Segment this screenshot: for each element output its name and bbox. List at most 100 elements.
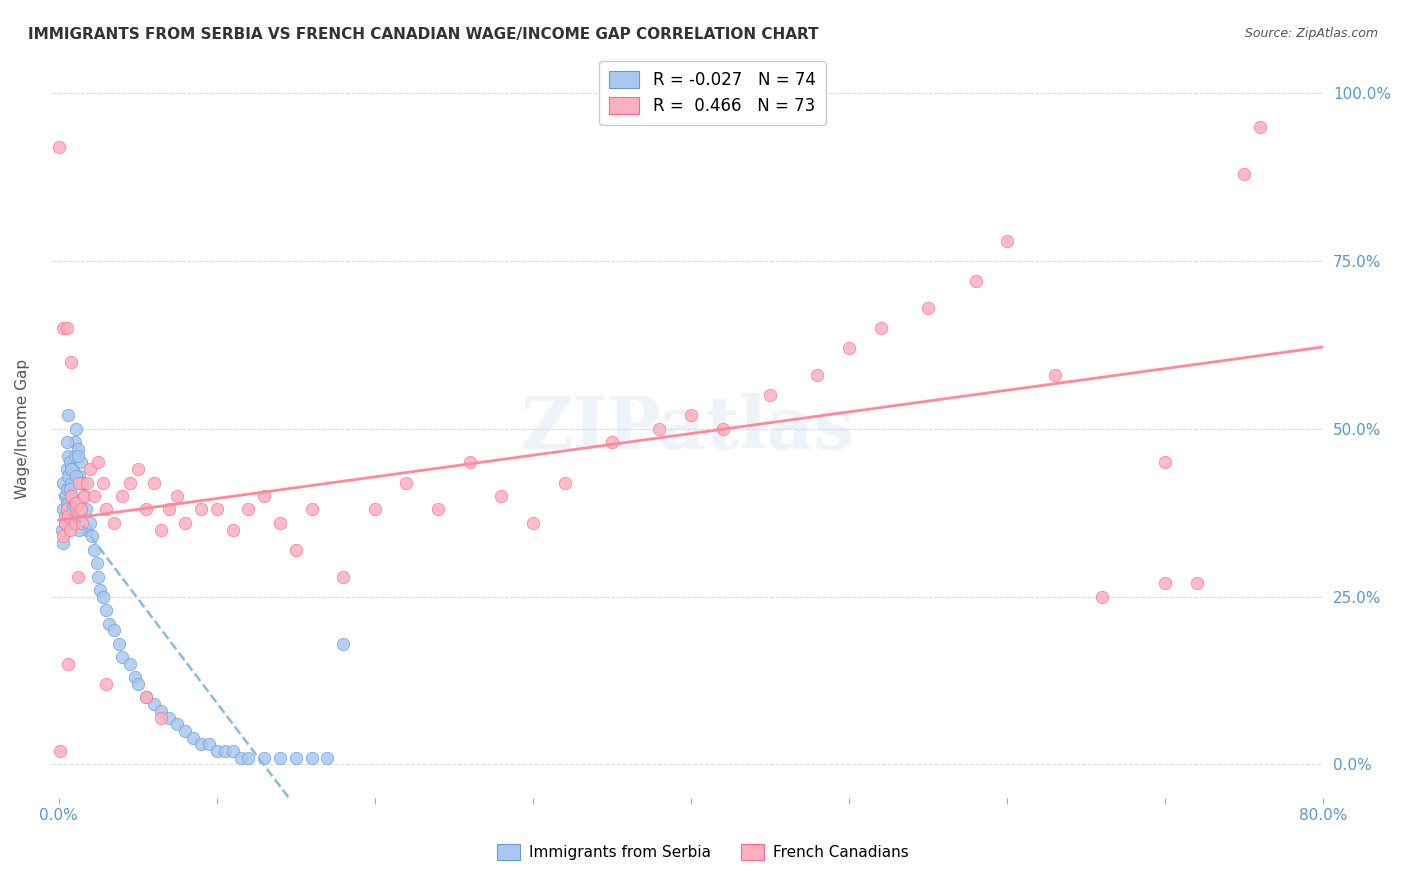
Point [76, 475, 98, 490]
Point [55, 321, 77, 335]
Point [316, 751, 339, 765]
Point [118, 657, 141, 671]
Point [142, 697, 165, 711]
Point [103, 624, 125, 638]
Point [66, 569, 89, 583]
Legend: Immigrants from Serbia, French Canadians: Immigrants from Serbia, French Canadians [491, 838, 915, 866]
Point [63, 516, 86, 530]
Point [70, 502, 93, 516]
Point [73, 489, 96, 503]
Point [1154, 455, 1177, 469]
Point [238, 751, 260, 765]
Point [96, 603, 118, 617]
Point [72, 475, 94, 490]
Point [65, 468, 87, 483]
Point [301, 502, 323, 516]
Point [59, 455, 82, 469]
Point [60, 489, 83, 503]
Text: ZIPatlas: ZIPatlas [520, 393, 853, 465]
Point [52, 502, 75, 516]
Point [111, 650, 134, 665]
Point [52, 529, 75, 543]
Point [965, 274, 987, 288]
Point [63, 435, 86, 450]
Point [364, 502, 387, 516]
Point [284, 542, 307, 557]
Point [111, 489, 134, 503]
Point [229, 751, 252, 765]
Point [142, 475, 165, 490]
Point [1185, 576, 1208, 591]
Legend: R = -0.027   N = 74, R =  0.466   N = 73: R = -0.027 N = 74, R = 0.466 N = 73 [599, 61, 825, 125]
Point [87, 455, 110, 469]
Point [301, 751, 323, 765]
Point [55, 482, 77, 496]
Point [174, 723, 197, 738]
Point [66, 442, 89, 456]
Point [87, 569, 110, 583]
Point [679, 409, 702, 423]
Point [66, 449, 89, 463]
Point [96, 502, 118, 516]
Point [53, 516, 76, 530]
Point [51, 523, 73, 537]
Point [284, 751, 307, 765]
Point [150, 710, 173, 724]
Point [98, 616, 121, 631]
Text: Source: ZipAtlas.com: Source: ZipAtlas.com [1244, 27, 1378, 40]
Point [269, 751, 291, 765]
Point [118, 475, 141, 490]
Point [600, 435, 623, 450]
Point [332, 637, 354, 651]
Point [157, 502, 180, 516]
Point [269, 516, 291, 530]
Point [52, 475, 75, 490]
Point [79, 516, 101, 530]
Point [62, 462, 84, 476]
Point [58, 509, 80, 524]
Point [91, 590, 114, 604]
Point [711, 422, 734, 436]
Point [62, 509, 84, 524]
Point [157, 710, 180, 724]
Point [554, 475, 576, 490]
Point [60, 462, 83, 476]
Point [55, 502, 77, 516]
Point [58, 516, 80, 530]
Point [52, 536, 75, 550]
Point [70, 502, 93, 516]
Point [91, 475, 114, 490]
Point [53, 516, 76, 530]
Point [135, 690, 157, 705]
Point [67, 468, 90, 483]
Point [55, 435, 77, 450]
Point [253, 751, 276, 765]
Point [67, 475, 90, 490]
Point [806, 368, 828, 383]
Point [198, 737, 221, 751]
Point [72, 516, 94, 530]
Text: IMMIGRANTS FROM SERBIA VS FRENCH CANADIAN WAGE/INCOME GAP CORRELATION CHART: IMMIGRANTS FROM SERBIA VS FRENCH CANADIA… [28, 27, 818, 42]
Point [62, 502, 84, 516]
Point [55, 462, 77, 476]
Point [522, 516, 544, 530]
Point [49, 744, 72, 758]
Point [124, 670, 146, 684]
Point [995, 234, 1018, 248]
Point [869, 321, 891, 335]
Point [238, 502, 260, 516]
Point [174, 516, 197, 530]
Point [60, 489, 83, 503]
Point [917, 301, 939, 315]
Point [205, 502, 228, 516]
Point [166, 489, 188, 503]
Point [150, 523, 173, 537]
Point [458, 455, 481, 469]
Point [135, 690, 157, 705]
Point [96, 677, 118, 691]
Point [107, 637, 129, 651]
Point [53, 489, 76, 503]
Point [79, 462, 101, 476]
Point [1043, 368, 1066, 383]
Point [58, 409, 80, 423]
